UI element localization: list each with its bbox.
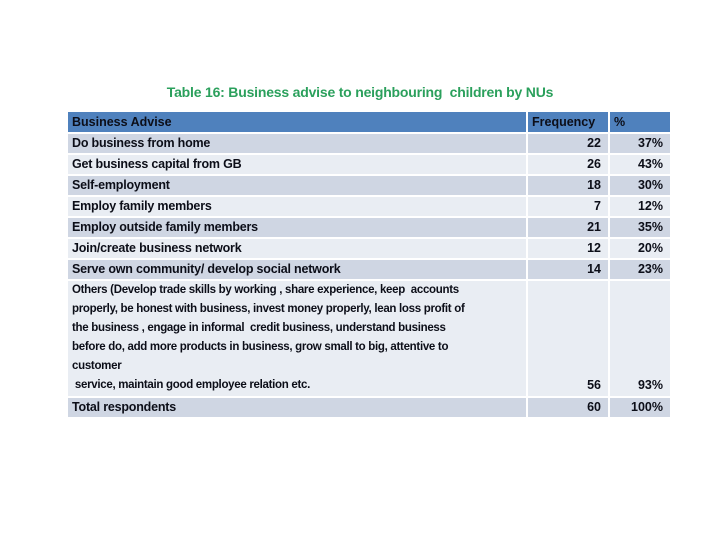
row-label: Self-employment xyxy=(68,175,527,197)
table-row: Total respondents 60 100% xyxy=(68,397,670,419)
row-percent: 20% xyxy=(608,238,670,260)
business-advise-table: Business Advise Frequency % Do business … xyxy=(68,112,670,419)
row-frequency: 21 xyxy=(526,217,609,239)
table-row: Others (Develop trade skills by working … xyxy=(68,280,670,398)
row-label: Employ family members xyxy=(68,196,527,218)
row-percent: 23% xyxy=(608,259,670,281)
row-label: Serve own community/ develop social netw… xyxy=(68,259,527,281)
row-percent: 93% xyxy=(608,280,670,398)
row-label: Total respondents xyxy=(68,397,527,419)
table-row: Do business from home 22 37% xyxy=(68,133,670,155)
row-label: Get business capital from GB xyxy=(68,154,527,176)
row-frequency: 18 xyxy=(526,175,609,197)
row-label: Employ outside family members xyxy=(68,217,527,239)
table-row: Employ outside family members 21 35% xyxy=(68,217,670,239)
row-percent: 30% xyxy=(608,175,670,197)
table-row: Serve own community/ develop social netw… xyxy=(68,259,670,281)
column-header-business-advise: Business Advise xyxy=(68,112,527,134)
row-percent: 100% xyxy=(608,397,670,419)
row-label: Do business from home xyxy=(68,133,527,155)
table-header: Business Advise Frequency % xyxy=(68,112,670,134)
row-frequency: 60 xyxy=(526,397,609,419)
row-percent: 35% xyxy=(608,217,670,239)
column-header-percent: % xyxy=(608,112,670,134)
column-header-frequency: Frequency xyxy=(526,112,609,134)
row-percent: 43% xyxy=(608,154,670,176)
row-frequency: 12 xyxy=(526,238,609,260)
row-frequency: 22 xyxy=(526,133,609,155)
row-frequency: 56 xyxy=(526,280,609,398)
slide-title: Table 16: Business advise to neighbourin… xyxy=(166,84,554,100)
row-frequency: 14 xyxy=(526,259,609,281)
table-row: Join/create business network 12 20% xyxy=(68,238,670,260)
table-row: Get business capital from GB 26 43% xyxy=(68,154,670,176)
table-header-row: Business Advise Frequency % xyxy=(68,112,670,134)
row-percent: 12% xyxy=(608,196,670,218)
row-frequency: 26 xyxy=(526,154,609,176)
table-row: Employ family members 7 12% xyxy=(68,196,670,218)
table-row: Self-employment 18 30% xyxy=(68,175,670,197)
row-frequency: 7 xyxy=(526,196,609,218)
row-label: Others (Develop trade skills by working … xyxy=(68,280,527,398)
row-percent: 37% xyxy=(608,133,670,155)
table-body: Do business from home 22 37% Get busines… xyxy=(68,133,670,419)
row-label: Join/create business network xyxy=(68,238,527,260)
